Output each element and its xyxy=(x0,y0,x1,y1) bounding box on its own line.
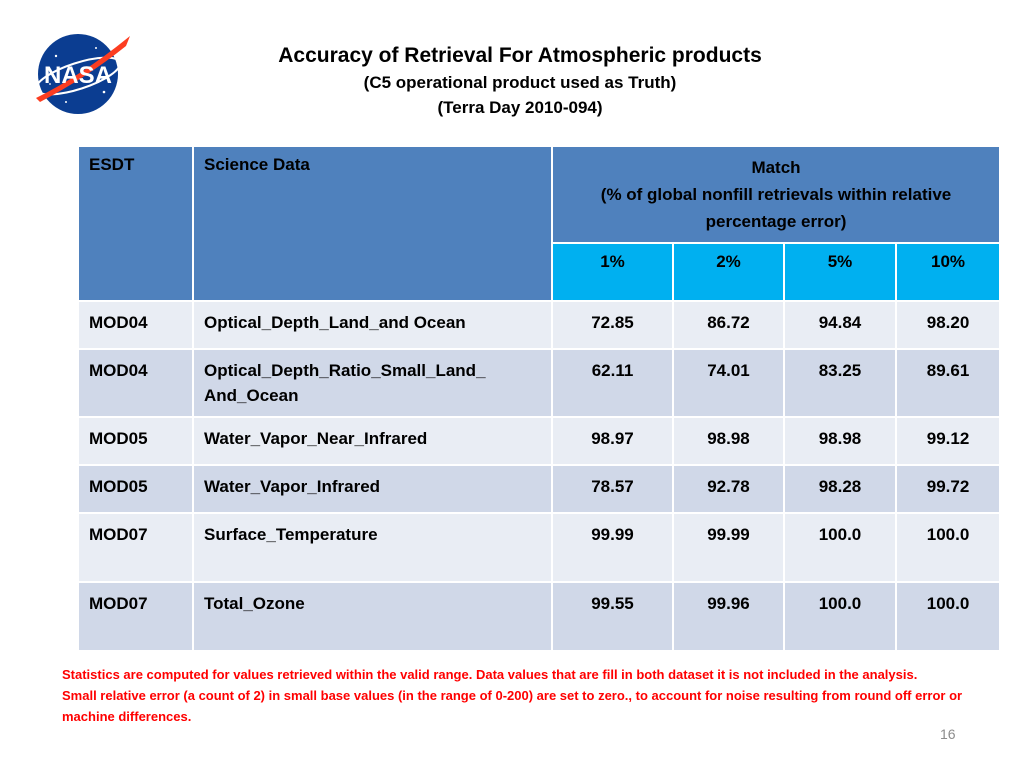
header-esdt: ESDT xyxy=(77,145,194,302)
page-number: 16 xyxy=(940,726,956,742)
cell-value: 62.11 xyxy=(551,348,674,418)
cell-value: 98.98 xyxy=(783,416,897,466)
cell-value: 99.99 xyxy=(551,512,674,583)
cell-value: 98.98 xyxy=(672,416,785,466)
cell-science-data: Surface_Temperature xyxy=(192,512,553,583)
cell-value: 94.84 xyxy=(783,300,897,350)
slide-title: Accuracy of Retrieval For Atmospheric pr… xyxy=(278,44,762,67)
slide-subtitle-1: (C5 operational product used as Truth) xyxy=(363,73,677,92)
cell-value: 100.0 xyxy=(894,512,1002,583)
header-pct-5: 5% xyxy=(783,242,897,302)
cell-value: 100.0 xyxy=(783,512,897,583)
header-match: Match (% of global nonfill retrievals wi… xyxy=(550,145,1002,244)
header-science-data: Science Data xyxy=(192,145,553,302)
cell-value: 100.0 xyxy=(783,581,897,652)
title-block: Accuracy of Retrieval For Atmospheric pr… xyxy=(170,42,870,120)
cell-value: 98.97 xyxy=(551,416,674,466)
accuracy-table: ESDT Science Data Match (% of global non… xyxy=(77,145,1002,652)
footnotes: Statistics are computed for values retri… xyxy=(62,664,992,727)
table-row: MOD05 Water_Vapor_Near_Infrared 98.97 98… xyxy=(77,416,1002,466)
header-match-title: Match xyxy=(751,158,801,177)
slide-subtitle-2: (Terra Day 2010-094) xyxy=(437,98,603,117)
cell-value: 74.01 xyxy=(672,348,785,418)
nasa-logo: NASA xyxy=(34,34,130,114)
cell-esdt: MOD07 xyxy=(77,581,194,652)
cell-esdt: MOD07 xyxy=(77,512,194,583)
cell-value: 99.12 xyxy=(894,416,1002,466)
footnote-2: Small relative error (a count of 2) in s… xyxy=(62,688,963,724)
cell-value: 98.20 xyxy=(894,300,1002,350)
cell-value: 99.55 xyxy=(551,581,674,652)
header-row: ESDT Science Data Match (% of global non… xyxy=(77,145,1002,302)
cell-value: 100.0 xyxy=(894,581,1002,652)
cell-value: 89.61 xyxy=(894,348,1002,418)
cell-science-data: Optical_Depth_Land_and Ocean xyxy=(192,300,553,350)
cell-value: 99.96 xyxy=(672,581,785,652)
cell-esdt: MOD04 xyxy=(77,300,194,350)
cell-value: 99.72 xyxy=(894,464,1002,514)
cell-value: 99.99 xyxy=(672,512,785,583)
cell-value: 72.85 xyxy=(551,300,674,350)
table-row: MOD07 Total_Ozone 99.55 99.96 100.0 100.… xyxy=(77,581,1002,652)
cell-value: 83.25 xyxy=(783,348,897,418)
logo-text: NASA xyxy=(44,62,112,89)
cell-esdt: MOD05 xyxy=(77,464,194,514)
table-row: MOD05 Water_Vapor_Infrared 78.57 92.78 9… xyxy=(77,464,1002,514)
cell-science-data: Water_Vapor_Infrared xyxy=(192,464,553,514)
cell-science-data: Total_Ozone xyxy=(192,581,553,652)
cell-value: 86.72 xyxy=(672,300,785,350)
cell-esdt: MOD04 xyxy=(77,348,194,418)
header-match-description: (% of global nonfill retrievals within r… xyxy=(600,185,952,231)
footnote-1: Statistics are computed for values retri… xyxy=(62,667,918,682)
cell-value: 78.57 xyxy=(551,464,674,514)
cell-value: 92.78 xyxy=(672,464,785,514)
percent-header-row: 1% 2% 5% 10% xyxy=(78,242,1002,302)
table-row: MOD04 Optical_Depth_Ratio_Small_Land_ An… xyxy=(77,348,1002,418)
cell-science-data: Water_Vapor_Near_Infrared xyxy=(192,416,553,466)
table-row: MOD07 Surface_Temperature 99.99 99.99 10… xyxy=(77,512,1002,583)
cell-esdt: MOD05 xyxy=(77,416,194,466)
cell-science-data: Optical_Depth_Ratio_Small_Land_ And_Ocea… xyxy=(192,348,553,418)
header-pct-2: 2% xyxy=(672,242,785,302)
table-row: MOD04 Optical_Depth_Land_and Ocean 72.85… xyxy=(77,300,1002,350)
cell-value: 98.28 xyxy=(783,464,897,514)
header-pct-10: 10% xyxy=(894,242,1002,302)
header-pct-1: 1% xyxy=(551,242,674,302)
